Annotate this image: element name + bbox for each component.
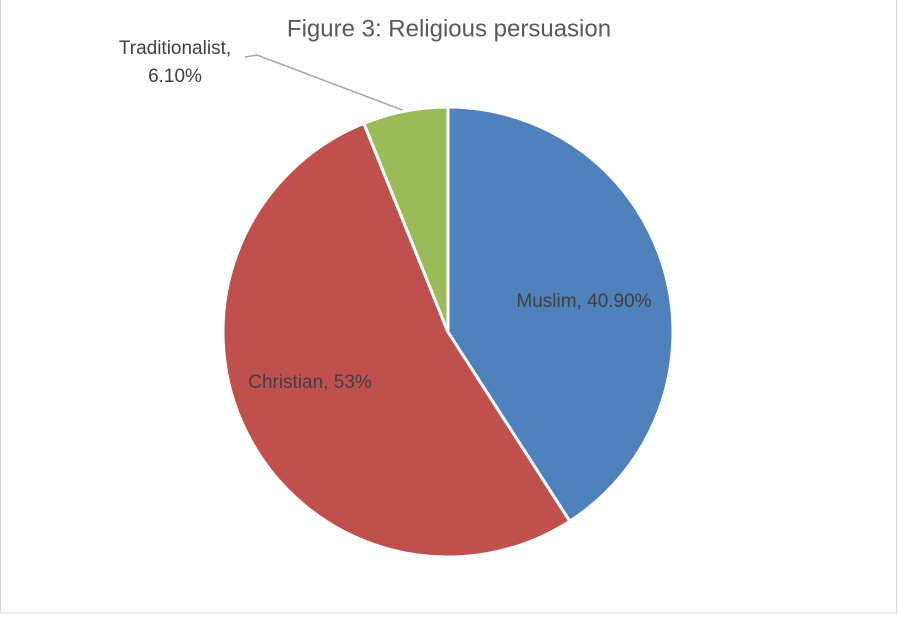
data-label: Muslim, 40.90% [516,291,652,312]
leader-line [244,54,406,112]
data-label: Christian, 53% [248,372,372,393]
chart-title: Figure 3: Religious persuasion [287,15,611,42]
pie-slice [361,105,450,333]
pie-slice [221,121,572,559]
data-label: Traditionalist, 6.10% [118,38,232,87]
